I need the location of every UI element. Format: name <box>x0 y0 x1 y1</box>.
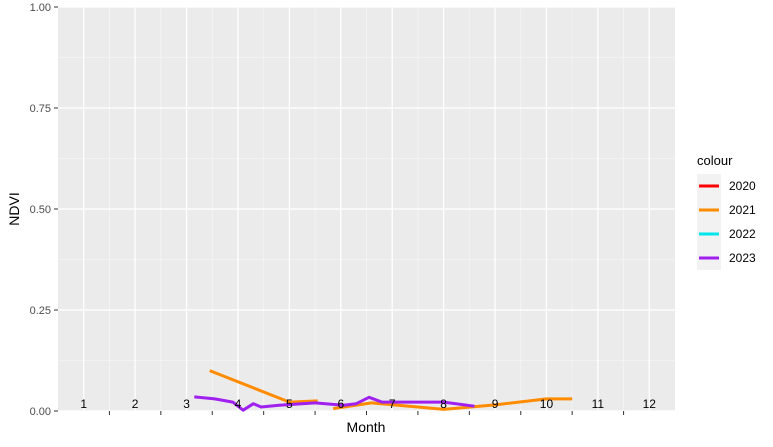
y-tick-label: 0.25 <box>30 305 51 317</box>
y-tick-label: 0.00 <box>30 406 51 418</box>
x-tick-label: 7 <box>389 397 396 411</box>
y-axis-title: NDVI <box>6 192 22 225</box>
series-lines <box>194 369 573 412</box>
x-tick-label: 8 <box>440 397 447 411</box>
x-tick-label: 10 <box>540 397 554 411</box>
series-line-2023 <box>194 395 475 412</box>
y-tick-label: 0.50 <box>30 204 51 216</box>
x-axis <box>108 411 625 415</box>
x-axis-title: Month <box>347 419 386 435</box>
y-axis: 0.00 0.25 0.50 0.75 1.00 <box>30 2 58 418</box>
y-tick-label: 0.75 <box>30 103 51 115</box>
legend-label: 2021 <box>729 203 756 217</box>
y-tick-label: 1.00 <box>30 2 51 14</box>
x-tick-label: 6 <box>337 397 344 411</box>
legend: colour 2020 2021 2022 2023 <box>697 153 756 270</box>
x-tick-labels: 1 2 3 4 5 6 7 8 9 10 11 12 <box>80 397 656 411</box>
legend-label: 2022 <box>729 227 756 241</box>
x-tick-label: 9 <box>492 397 499 411</box>
x-tick-label: 11 <box>592 397 605 411</box>
x-tick-label: 2 <box>132 397 139 411</box>
series-line-2021 <box>209 369 318 404</box>
legend-title: colour <box>697 153 733 168</box>
x-tick-label: 4 <box>235 397 242 411</box>
x-tick-label: 3 <box>183 397 190 411</box>
x-tick-label: 12 <box>643 397 657 411</box>
x-tick-label: 1 <box>80 397 87 411</box>
series-line-2021 <box>332 397 573 411</box>
x-tick-label: 5 <box>286 397 293 411</box>
legend-label: 2023 <box>729 251 756 265</box>
legend-label: 2020 <box>729 179 756 193</box>
